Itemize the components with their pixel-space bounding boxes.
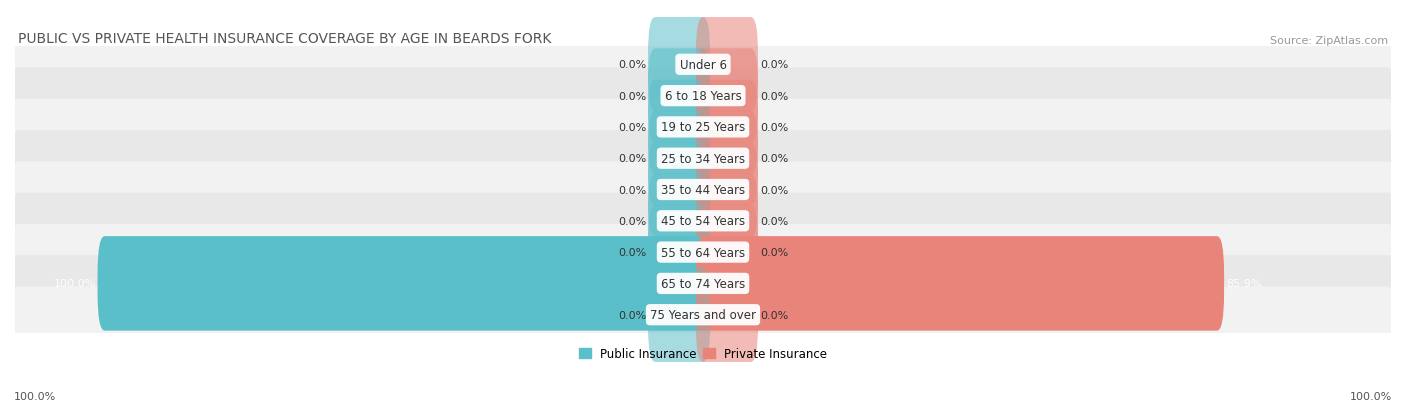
- Text: 100.0%: 100.0%: [53, 279, 96, 289]
- FancyBboxPatch shape: [648, 112, 710, 206]
- Text: 85.9%: 85.9%: [1226, 279, 1261, 289]
- Text: 0.0%: 0.0%: [617, 216, 647, 226]
- FancyBboxPatch shape: [14, 100, 1392, 156]
- FancyBboxPatch shape: [14, 287, 1392, 343]
- Text: 0.0%: 0.0%: [759, 310, 789, 320]
- Text: 0.0%: 0.0%: [617, 310, 647, 320]
- Text: 0.0%: 0.0%: [759, 247, 789, 257]
- Text: PUBLIC VS PRIVATE HEALTH INSURANCE COVERAGE BY AGE IN BEARDS FORK: PUBLIC VS PRIVATE HEALTH INSURANCE COVER…: [18, 32, 551, 46]
- Text: 35 to 44 Years: 35 to 44 Years: [661, 183, 745, 197]
- Text: 0.0%: 0.0%: [617, 91, 647, 101]
- Text: Under 6: Under 6: [679, 59, 727, 71]
- FancyBboxPatch shape: [97, 237, 710, 331]
- FancyBboxPatch shape: [14, 224, 1392, 280]
- FancyBboxPatch shape: [14, 37, 1392, 93]
- Text: 6 to 18 Years: 6 to 18 Years: [665, 90, 741, 103]
- FancyBboxPatch shape: [14, 256, 1392, 312]
- FancyBboxPatch shape: [648, 205, 710, 300]
- Text: 0.0%: 0.0%: [759, 123, 789, 133]
- FancyBboxPatch shape: [648, 143, 710, 237]
- Text: 0.0%: 0.0%: [759, 60, 789, 70]
- Text: 45 to 54 Years: 45 to 54 Years: [661, 215, 745, 228]
- FancyBboxPatch shape: [648, 174, 710, 268]
- FancyBboxPatch shape: [648, 18, 710, 112]
- Text: 75 Years and over: 75 Years and over: [650, 309, 756, 321]
- FancyBboxPatch shape: [696, 49, 758, 144]
- FancyBboxPatch shape: [14, 68, 1392, 124]
- FancyBboxPatch shape: [14, 162, 1392, 218]
- Text: 0.0%: 0.0%: [759, 154, 789, 164]
- Text: 100.0%: 100.0%: [1350, 391, 1392, 401]
- Text: Source: ZipAtlas.com: Source: ZipAtlas.com: [1270, 36, 1388, 46]
- FancyBboxPatch shape: [14, 193, 1392, 249]
- Text: 0.0%: 0.0%: [617, 60, 647, 70]
- FancyBboxPatch shape: [696, 174, 758, 268]
- Text: 0.0%: 0.0%: [617, 185, 647, 195]
- Text: 0.0%: 0.0%: [759, 216, 789, 226]
- FancyBboxPatch shape: [648, 268, 710, 362]
- FancyBboxPatch shape: [696, 81, 758, 175]
- FancyBboxPatch shape: [14, 131, 1392, 187]
- FancyBboxPatch shape: [648, 81, 710, 175]
- Legend: Public Insurance, Private Insurance: Public Insurance, Private Insurance: [574, 343, 832, 365]
- Text: 0.0%: 0.0%: [759, 185, 789, 195]
- FancyBboxPatch shape: [696, 112, 758, 206]
- Text: 0.0%: 0.0%: [617, 123, 647, 133]
- Text: 0.0%: 0.0%: [617, 247, 647, 257]
- FancyBboxPatch shape: [696, 237, 1225, 331]
- Text: 19 to 25 Years: 19 to 25 Years: [661, 121, 745, 134]
- Text: 55 to 64 Years: 55 to 64 Years: [661, 246, 745, 259]
- Text: 0.0%: 0.0%: [617, 154, 647, 164]
- Text: 0.0%: 0.0%: [759, 91, 789, 101]
- FancyBboxPatch shape: [648, 49, 710, 144]
- Text: 25 to 34 Years: 25 to 34 Years: [661, 152, 745, 165]
- FancyBboxPatch shape: [696, 205, 758, 300]
- FancyBboxPatch shape: [696, 143, 758, 237]
- Text: 100.0%: 100.0%: [14, 391, 56, 401]
- FancyBboxPatch shape: [696, 268, 758, 362]
- FancyBboxPatch shape: [696, 18, 758, 112]
- Text: 65 to 74 Years: 65 to 74 Years: [661, 277, 745, 290]
